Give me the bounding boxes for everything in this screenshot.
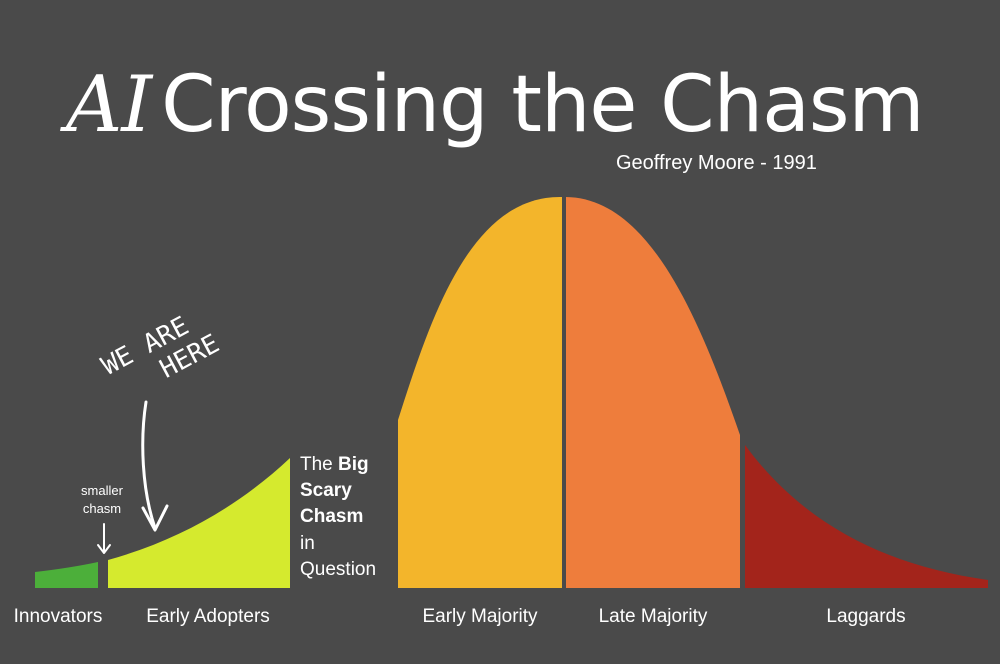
smaller-chasm-note: smaller chasm: [70, 482, 134, 518]
label-laggards: Laggards: [826, 606, 906, 627]
big-chasm-in: in: [300, 532, 315, 554]
big-chasm-question: Question: [300, 558, 377, 580]
label-late-majority: Late Majority: [598, 606, 708, 627]
segment-late-majority: [566, 197, 740, 588]
big-chasm-note: The Big Scary Chasm in Question: [300, 452, 400, 583]
label-early-majority: Early Majority: [422, 606, 538, 627]
label-early-adopters: Early Adopters: [146, 606, 270, 627]
big-chasm-chasm: Chasm: [300, 506, 364, 528]
big-chasm-scary: Scary: [300, 480, 352, 502]
segment-early-adopters: [108, 458, 290, 588]
we-are-here-annotation: WE ARE HERE: [97, 311, 225, 385]
big-chasm-big: Big: [338, 454, 369, 475]
title-prefix: AI: [66, 60, 152, 150]
segment-laggards: [745, 445, 988, 588]
label-innovators: Innovators: [13, 606, 103, 627]
smaller-chasm-line1: smaller: [81, 483, 123, 498]
smaller-chasm-line2: chasm: [82, 501, 122, 517]
page-title: AI Crossing the Chasm: [66, 66, 924, 144]
hand-arrow-head-icon: [141, 504, 169, 532]
segment-innovators: [35, 562, 98, 588]
subtitle: Geoffrey Moore - 1991: [616, 152, 817, 174]
hand-arrow-icon: [141, 400, 157, 530]
down-arrow-icon: [97, 523, 111, 554]
segment-early-majority: [398, 196, 562, 588]
title-main: Crossing the Chasm: [161, 60, 924, 150]
big-chasm-the: The: [300, 454, 339, 475]
